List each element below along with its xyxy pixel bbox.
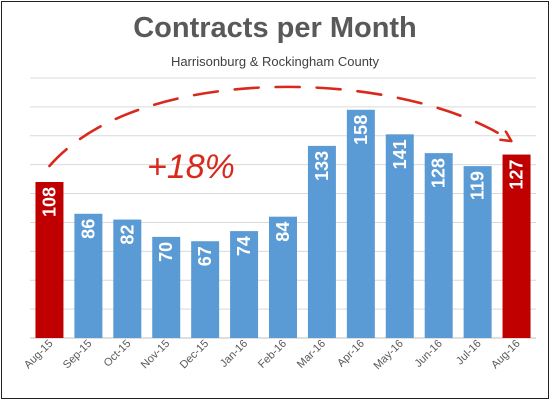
value-label: 128 xyxy=(429,158,449,188)
x-tick-label: Aug-16 xyxy=(489,338,523,372)
bar-mar-16 xyxy=(307,145,336,338)
bar-oct-15 xyxy=(113,219,142,338)
x-tick-label: Apr-16 xyxy=(335,338,367,370)
x-tick-label: Nov-15 xyxy=(139,338,173,372)
x-tick-label: Jun-16 xyxy=(413,338,445,370)
bar-jun-16 xyxy=(424,153,453,338)
annotation-arrow xyxy=(48,85,510,168)
value-label: 108 xyxy=(39,187,59,217)
annotation-text: +18% xyxy=(147,148,235,186)
value-label: 133 xyxy=(312,151,332,181)
chart-title: Contracts per Month xyxy=(133,12,417,44)
value-label: 74 xyxy=(234,236,254,256)
value-label: 119 xyxy=(468,171,488,200)
bar-sep-15 xyxy=(74,213,103,338)
x-tick-labels: Aug-15 Sep-15 Oct-15 Nov-15 Dec-15 Jan-16 Feb-… xyxy=(22,338,523,372)
value-label: 158 xyxy=(351,115,371,145)
bar-apr-16 xyxy=(346,109,375,339)
bar-nov-15 xyxy=(152,236,181,338)
bar-may-16 xyxy=(385,134,414,338)
x-tick-label: Feb-16 xyxy=(256,338,289,371)
value-label: 86 xyxy=(78,219,98,239)
value-label: 67 xyxy=(195,246,215,266)
x-tick-label: Mar-16 xyxy=(295,338,328,371)
x-tick-label: May-16 xyxy=(371,338,405,372)
bar-jan-16 xyxy=(230,231,259,338)
x-tick-label: Jul-16 xyxy=(454,338,484,368)
x-tick-label: Sep-15 xyxy=(61,338,95,372)
value-labels: 108 86 82 70 67 74 84 133 158 141 128 119 127 xyxy=(39,115,526,266)
bar-aug-15 xyxy=(35,182,64,338)
value-label: 127 xyxy=(507,160,527,190)
bar-aug-16 xyxy=(502,154,531,338)
bar-jul-16 xyxy=(463,166,492,338)
x-tick-label: Jan-16 xyxy=(218,338,250,370)
value-label: 141 xyxy=(390,139,410,169)
value-label: 82 xyxy=(117,225,137,245)
chart-subtitle: Harrisonburg & Rockingham County xyxy=(170,54,380,69)
bar-dec-15 xyxy=(191,241,220,338)
x-tick-label: Aug-15 xyxy=(22,338,56,372)
bars xyxy=(35,109,531,339)
value-label: 84 xyxy=(273,222,293,242)
x-tick-label: Dec-15 xyxy=(178,338,212,372)
value-label: 70 xyxy=(156,242,176,262)
bar-feb-16 xyxy=(269,216,297,338)
annotation: +18% xyxy=(48,85,510,186)
x-tick-label: Oct-15 xyxy=(102,338,134,370)
